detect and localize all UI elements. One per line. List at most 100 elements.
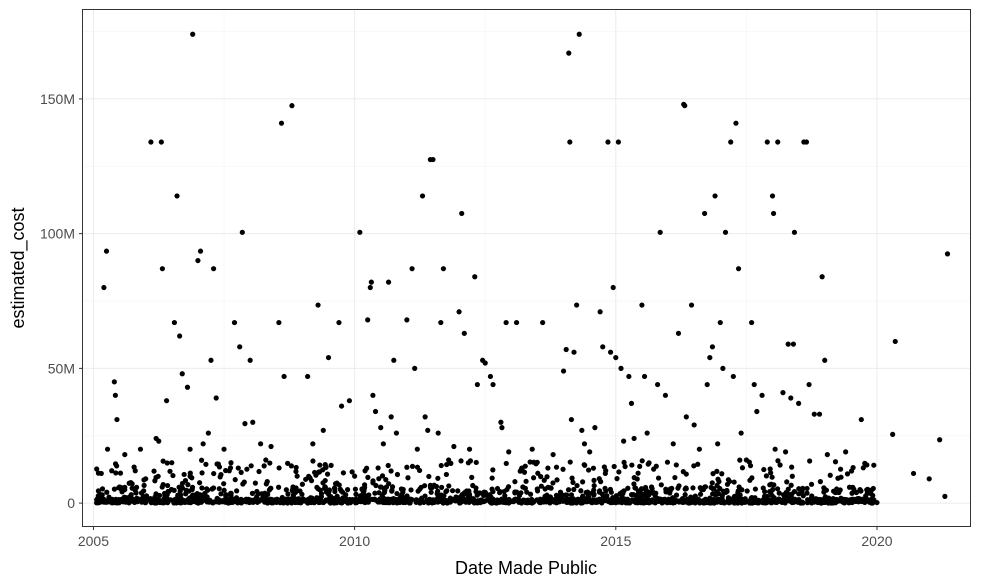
data-point — [99, 494, 105, 500]
x-tick-label: 2020 — [861, 533, 892, 549]
data-point — [769, 474, 775, 480]
data-point — [754, 408, 760, 415]
data-point — [568, 416, 575, 423]
data-point — [217, 474, 223, 480]
data-point — [322, 498, 328, 504]
data-point — [451, 443, 457, 450]
data-point — [323, 489, 330, 495]
data-point — [542, 486, 548, 492]
data-point — [581, 441, 588, 447]
data-point — [455, 488, 461, 494]
data-point — [184, 384, 191, 390]
data-point — [591, 483, 597, 489]
data-point — [394, 471, 401, 478]
data-point — [552, 499, 558, 505]
data-point — [819, 274, 825, 280]
data-point — [465, 460, 471, 466]
data-point — [324, 471, 331, 477]
data-point — [428, 489, 434, 495]
data-point — [635, 470, 641, 476]
data-point — [263, 481, 269, 487]
data-point — [632, 485, 638, 491]
data-point — [435, 430, 441, 436]
data-point — [759, 392, 765, 398]
data-point — [774, 486, 781, 492]
data-point — [714, 468, 720, 474]
data-point — [325, 354, 332, 361]
data-point — [818, 498, 824, 504]
data-point — [605, 139, 611, 145]
x-tick-label: 2015 — [600, 533, 631, 549]
data-point — [738, 499, 744, 505]
data-point — [590, 465, 597, 471]
data-point — [892, 338, 898, 345]
data-point — [473, 459, 479, 466]
data-point — [380, 441, 386, 447]
data-point — [728, 139, 734, 145]
data-point — [527, 459, 533, 465]
data-point — [654, 381, 661, 388]
data-point — [768, 481, 774, 487]
data-point — [221, 487, 227, 493]
data-point — [104, 446, 111, 452]
data-point — [687, 497, 693, 503]
data-point — [189, 484, 196, 490]
data-point — [320, 480, 326, 486]
data-point — [438, 319, 444, 326]
data-point — [827, 472, 833, 478]
axes: 2005 2010 2015 2020 0 50M 100M 150M — [40, 91, 893, 549]
data-point — [234, 488, 240, 494]
data-point — [540, 319, 546, 326]
data-point — [567, 139, 573, 145]
data-point — [664, 459, 671, 465]
data-point — [287, 497, 293, 503]
data-point — [719, 471, 725, 477]
data-point — [937, 437, 943, 443]
data-point — [171, 487, 177, 493]
data-point — [462, 499, 468, 505]
data-point — [470, 482, 476, 489]
data-point — [156, 438, 162, 444]
data-point — [731, 479, 737, 485]
data-point — [205, 430, 211, 436]
data-point — [285, 491, 291, 497]
data-point — [370, 392, 376, 398]
data-point — [233, 495, 240, 501]
data-point — [344, 487, 351, 493]
data-point — [571, 486, 577, 493]
data-point — [252, 480, 258, 486]
data-point — [644, 430, 650, 436]
data-point — [550, 480, 556, 486]
data-point — [574, 482, 580, 489]
data-point — [658, 482, 664, 488]
data-point — [164, 482, 171, 489]
data-point — [385, 498, 391, 504]
data-point — [389, 488, 395, 494]
data-point — [772, 446, 778, 452]
data-point — [293, 464, 299, 471]
data-point — [817, 479, 823, 485]
data-point — [352, 473, 358, 479]
data-point — [104, 489, 110, 495]
data-point — [770, 210, 777, 217]
data-point — [276, 465, 282, 471]
data-point — [944, 251, 951, 257]
data-point — [628, 400, 635, 406]
data-point — [385, 279, 392, 285]
data-point — [642, 484, 649, 491]
data-point — [303, 476, 309, 482]
data-point — [112, 461, 119, 467]
data-point — [567, 459, 573, 465]
data-point — [850, 465, 856, 471]
data-point — [776, 490, 782, 496]
data-point — [690, 485, 696, 491]
data-point — [129, 496, 135, 502]
data-point — [409, 463, 416, 470]
data-point — [688, 302, 695, 308]
data-point — [375, 465, 381, 471]
data-point — [749, 475, 755, 481]
data-point — [648, 484, 655, 490]
data-point — [111, 379, 117, 385]
data-point — [871, 462, 877, 468]
data-point — [807, 458, 813, 464]
